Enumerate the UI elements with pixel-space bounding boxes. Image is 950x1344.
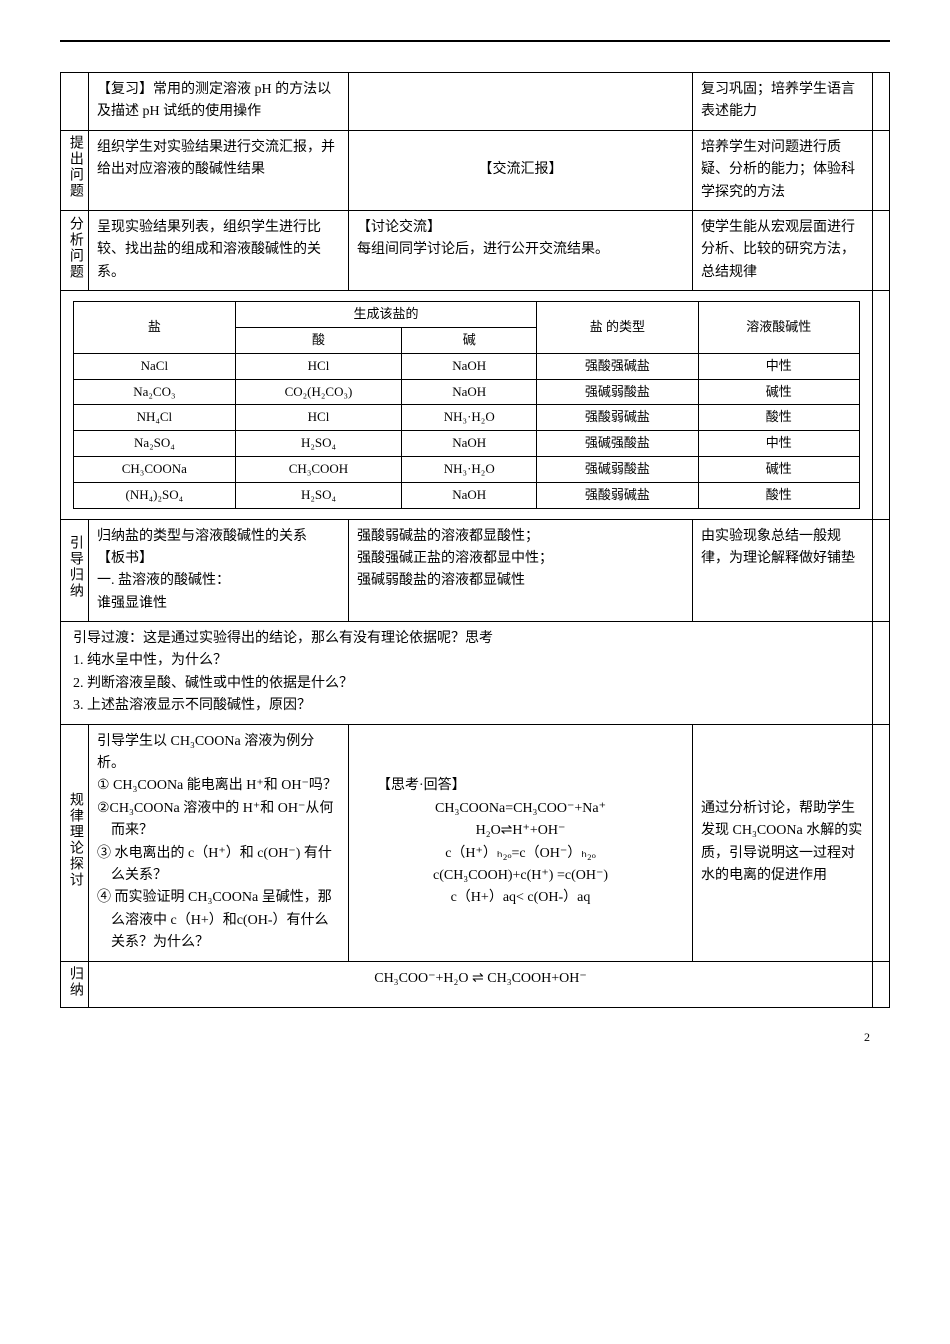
label-guide: 引导归纳: [61, 519, 89, 622]
rule-c2-l2: H₂O⇌H⁺+OH⁻: [357, 820, 684, 842]
rule-c1-2: ②CH₃COONa 溶液中的 H⁺和 OH⁻从何而来？: [97, 798, 340, 843]
label-empty: [61, 73, 89, 131]
salt-table-cell: 盐 生成该盐的 盐 的类型 溶液酸碱性 酸 碱 NaCl HCl NaOH 强酸…: [61, 291, 873, 519]
label-summary: 归纳: [61, 961, 89, 1008]
rule-c2: 【思考·回答】 CH₃COONa=CH₃COO⁻+Na⁺ H₂O⇌H⁺+OH⁻ …: [349, 724, 693, 961]
salt-row: Na₂SO₄ H₂SO₄ NaOH 强碱强酸盐 中性: [74, 431, 860, 457]
rule-c1-intro: 引导学生以 CH₃COONa 溶液为例分析。: [97, 731, 340, 776]
salt-row: NaCl HCl NaOH 强酸强碱盐 中性: [74, 353, 860, 379]
rule-c2-l3: c（H⁺）ₕ₂ₒ=c（OH⁻）ₕ₂ₒ: [357, 843, 684, 865]
salt-row: NH₄Cl HCl NH₃·H₂O 强酸弱碱盐 酸性: [74, 405, 860, 431]
rule-c1-4: ④ 而实验证明 CH₃COONa 呈碱性，那么溶液中 c（H+）和c(OH-）有…: [97, 887, 340, 954]
rule-c1: 引导学生以 CH₃COONa 溶液为例分析。 ① CH₃COONa 能电离出 H…: [89, 724, 349, 961]
salt-row: Na₂CO₃ CO₂(H₂CO₃) NaOH 强碱弱酸盐 碱性: [74, 379, 860, 405]
analyze-c2: 【讨论交流】 每组间同学讨论后，进行公开交流结果。: [349, 210, 693, 290]
review-c3: 复习巩固；培养学生语言表述能力: [693, 73, 873, 131]
row-transition: 引导过渡：这是通过实验得出的结论，那么有没有理论依据呢？思考 1. 纯水呈中性，…: [61, 622, 890, 725]
gutter: [873, 519, 890, 622]
lesson-plan-table: 【复习】常用的测定溶液 pH 的方法以及描述 pH 试纸的使用操作 复习巩固；培…: [60, 72, 890, 1008]
gutter: [873, 724, 890, 961]
rule-c2-title: 【思考·回答】: [357, 775, 684, 797]
raise-c2: 【交流汇报】: [349, 130, 693, 210]
guide-c3: 由实验现象总结一般规律，为理论解释做好铺垫: [693, 519, 873, 622]
gutter: [873, 961, 890, 1008]
row-guide: 引导归纳 归纳盐的类型与溶液酸碱性的关系 【板书】 一. 盐溶液的酸碱性： 谁强…: [61, 519, 890, 622]
th-type: 盐 的类型: [537, 302, 698, 354]
rule-c1-1: ① CH₃COONa 能电离出 H⁺和 OH⁻吗？: [97, 775, 340, 797]
row-raise: 提出问题 组织学生对实验结果进行交流汇报，并给出对应溶液的酸碱性结果 【交流汇报…: [61, 130, 890, 210]
analyze-c3: 使学生能从宏观层面进行分析、比较的研究方法，总结规律: [693, 210, 873, 290]
gutter: [873, 130, 890, 210]
rule-c2-l4: c(CH₃COOH)+c(H⁺) =c(OH⁻): [357, 865, 684, 887]
row-rule: 规律理论探讨 引导学生以 CH₃COONa 溶液为例分析。 ① CH₃COONa…: [61, 724, 890, 961]
summary-c1: CH₃COO⁻+H₂O ⇌ CH₃COOH+OH⁻: [89, 961, 873, 1008]
gutter: [873, 622, 890, 725]
rule-c1-3: ③ 水电离出的 c（H⁺）和 c(OH⁻) 有什么关系？: [97, 843, 340, 888]
review-c2: [349, 73, 693, 131]
gutter: [873, 73, 890, 131]
rule-c2-l1: CH₃COONa=CH₃COO⁻+Na⁺: [357, 798, 684, 820]
guide-c1: 归纳盐的类型与溶液酸碱性的关系 【板书】 一. 盐溶液的酸碱性： 谁强显谁性: [89, 519, 349, 622]
th-prop: 溶液酸碱性: [698, 302, 859, 354]
guide-c2: 强酸弱碱盐的溶液都显酸性； 强酸强碱正盐的溶液都显中性； 强碱弱酸盐的溶液都显碱…: [349, 519, 693, 622]
th-base: 碱: [402, 327, 537, 353]
analyze-c1: 呈现实验结果列表，组织学生进行比较、找出盐的组成和溶液酸碱性的关系。: [89, 210, 349, 290]
row-summary: 归纳 CH₃COO⁻+H₂O ⇌ CH₃COOH+OH⁻: [61, 961, 890, 1008]
row-salt-table: 盐 生成该盐的 盐 的类型 溶液酸碱性 酸 碱 NaCl HCl NaOH 强酸…: [61, 291, 890, 519]
transition-text: 引导过渡：这是通过实验得出的结论，那么有没有理论依据呢？思考 1. 纯水呈中性，…: [61, 622, 873, 725]
th-gen: 生成该盐的: [235, 302, 537, 328]
salt-row: (NH₄)₂SO₄ H₂SO₄ NaOH 强酸弱碱盐 酸性: [74, 482, 860, 508]
page-number: 2: [60, 1028, 890, 1047]
rule-c2-l5: c（H+）aq< c(OH-）aq: [357, 887, 684, 909]
label-analyze: 分析问题: [61, 210, 89, 290]
gutter: [873, 210, 890, 290]
label-raise: 提出问题: [61, 130, 89, 210]
salt-row: CH₃COONa CH₃COOH NH₃·H₂O 强碱弱酸盐 碱性: [74, 456, 860, 482]
rule-c3: 通过分析讨论，帮助学生发现 CH₃COONa 水解的实质，引导说明这一过程对水的…: [693, 724, 873, 961]
review-c1: 【复习】常用的测定溶液 pH 的方法以及描述 pH 试纸的使用操作: [89, 73, 349, 131]
gutter: [873, 291, 890, 519]
th-salt: 盐: [74, 302, 236, 354]
row-review: 【复习】常用的测定溶液 pH 的方法以及描述 pH 试纸的使用操作 复习巩固；培…: [61, 73, 890, 131]
header-rule: [60, 40, 890, 42]
row-analyze: 分析问题 呈现实验结果列表，组织学生进行比较、找出盐的组成和溶液酸碱性的关系。 …: [61, 210, 890, 290]
salt-table: 盐 生成该盐的 盐 的类型 溶液酸碱性 酸 碱 NaCl HCl NaOH 强酸…: [73, 301, 860, 508]
raise-c1: 组织学生对实验结果进行交流汇报，并给出对应溶液的酸碱性结果: [89, 130, 349, 210]
raise-c3: 培养学生对问题进行质疑、分析的能力；体验科学探究的方法: [693, 130, 873, 210]
th-acid: 酸: [235, 327, 402, 353]
label-rule: 规律理论探讨: [61, 724, 89, 961]
